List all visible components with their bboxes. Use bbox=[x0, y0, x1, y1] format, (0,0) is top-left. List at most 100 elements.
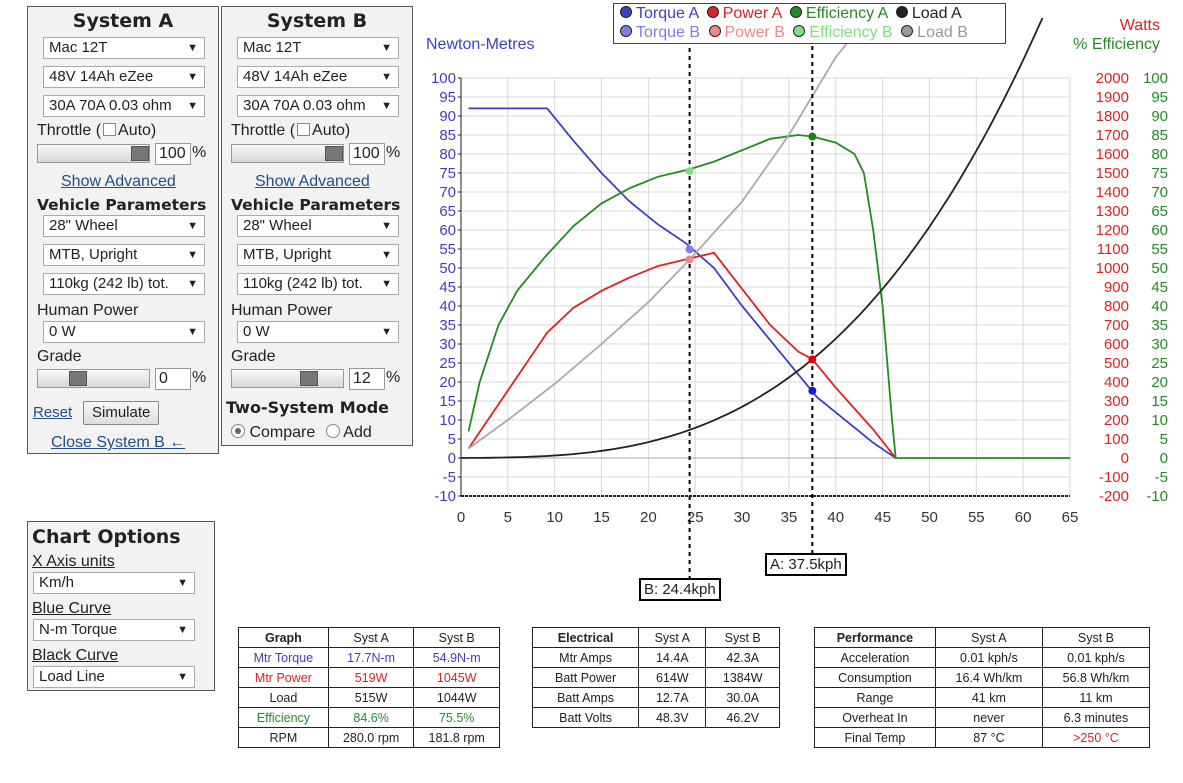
x-tick-label: 15 bbox=[593, 509, 610, 526]
table-cell: Mtr Power bbox=[238, 667, 329, 688]
y-tick-label-efficiency: 100 bbox=[1143, 70, 1168, 87]
table-row: Consumption 16.4 Wh/km 56.8 Wh/km bbox=[814, 667, 1151, 688]
table-cell: never bbox=[934, 707, 1043, 728]
slider-thumb[interactable] bbox=[69, 371, 87, 386]
y-tick-label-efficiency: -10 bbox=[1146, 488, 1168, 505]
controller-select-a[interactable]: 30A 70A 0.03 ohm ▼ bbox=[43, 95, 205, 117]
human-power-label-a: Human Power bbox=[37, 302, 139, 319]
grade-slider-b[interactable] bbox=[231, 369, 344, 388]
legend-item-power-b[interactable]: Power B bbox=[708, 24, 785, 41]
percent-label: % bbox=[386, 369, 401, 386]
chevron-down-icon: ▼ bbox=[177, 577, 188, 589]
human-power-select-b[interactable]: 0 W ▼ bbox=[237, 321, 399, 343]
legend-item-load-b[interactable]: Load B bbox=[901, 24, 968, 41]
motor-select-a[interactable]: Mac 12T ▼ bbox=[43, 37, 205, 59]
x-tick-label: 45 bbox=[874, 509, 891, 526]
auto-checkbox-a[interactable] bbox=[103, 123, 117, 136]
controller-select-b[interactable]: 30A 70A 0.03 ohm ▼ bbox=[237, 95, 399, 117]
table-cell: 30.0A bbox=[705, 687, 780, 708]
table-cell: 84.6% bbox=[327, 707, 415, 728]
y-tick-label-watts: 900 bbox=[1104, 279, 1129, 296]
vehicle-params-heading-a: Vehicle Parameters bbox=[37, 196, 207, 214]
grade-slider-a[interactable] bbox=[37, 369, 150, 388]
throttle-label-b: Throttle (Auto) bbox=[231, 122, 351, 139]
table-row: Final Temp 87 °C >250 °C bbox=[814, 727, 1151, 748]
black-curve-select[interactable]: Load Line ▼ bbox=[33, 666, 195, 688]
y-tick-label-efficiency: 60 bbox=[1151, 222, 1168, 239]
marker-label-a[interactable]: A: 37.5kph bbox=[765, 553, 847, 576]
y-tick-label-left: 0 bbox=[448, 450, 456, 467]
x-tick-label: 0 bbox=[457, 509, 465, 526]
close-system-b-link[interactable]: Close System B ← bbox=[51, 434, 186, 451]
two-system-mode-heading: Two-System Mode bbox=[226, 398, 390, 417]
y-tick-label-watts: 1900 bbox=[1096, 89, 1129, 106]
grade-input-b[interactable]: 12 bbox=[349, 368, 385, 390]
slider-thumb[interactable] bbox=[131, 146, 149, 161]
wheel-select-a[interactable]: 28" Wheel ▼ bbox=[43, 215, 205, 237]
wheel-select-b[interactable]: 28" Wheel ▼ bbox=[237, 215, 399, 237]
x-axis-units-select[interactable]: Km/h ▼ bbox=[33, 572, 195, 594]
marker-label-b[interactable]: B: 24.4kph bbox=[639, 578, 721, 601]
slider-thumb[interactable] bbox=[325, 146, 343, 161]
show-advanced-link-b[interactable]: Show Advanced bbox=[255, 173, 370, 190]
legend-row-b: Torque B Power B Efficiency B Load B bbox=[620, 24, 968, 42]
x-tick-label: 60 bbox=[1015, 509, 1032, 526]
compare-radio[interactable] bbox=[231, 424, 245, 438]
y-tick-label-left: 70 bbox=[439, 184, 456, 201]
throttle-input-b[interactable]: 100 bbox=[349, 143, 385, 165]
throttle-input-a[interactable]: 100 bbox=[155, 143, 191, 165]
y-tick-label-left: 55 bbox=[439, 241, 456, 258]
legend-item-power-a[interactable]: Power A bbox=[706, 5, 781, 22]
blue-curve-select[interactable]: N-m Torque ▼ bbox=[33, 619, 195, 641]
y-tick-label-efficiency: 30 bbox=[1151, 336, 1168, 353]
percent-label: % bbox=[386, 144, 401, 161]
weight-select-b[interactable]: 110kg (242 lb) tot. ▼ bbox=[237, 273, 399, 295]
grade-input-a[interactable]: 0 bbox=[155, 368, 191, 390]
y-tick-label-efficiency: -5 bbox=[1155, 469, 1168, 486]
reset-link[interactable]: Reset bbox=[33, 404, 73, 421]
x-tick-label: 40 bbox=[827, 509, 844, 526]
auto-checkbox-b[interactable] bbox=[297, 123, 311, 136]
legend-item-torque-b[interactable]: Torque B bbox=[620, 24, 700, 41]
legend-item-torque-a[interactable]: Torque A bbox=[620, 5, 698, 22]
chevron-down-icon: ▼ bbox=[381, 278, 392, 290]
table-cell: 1384W bbox=[705, 667, 780, 688]
table-header: Syst B bbox=[1041, 627, 1151, 648]
table-cell: 1045W bbox=[413, 667, 500, 688]
chevron-down-icon: ▼ bbox=[187, 326, 198, 338]
x-tick-label: 50 bbox=[921, 509, 938, 526]
y-tick-label-watts: 100 bbox=[1104, 431, 1129, 448]
grade-label-b: Grade bbox=[231, 348, 276, 365]
weight-select-a[interactable]: 110kg (242 lb) tot. ▼ bbox=[43, 273, 205, 295]
table-cell: 41 km bbox=[934, 687, 1043, 708]
motor-select-b[interactable]: Mac 12T ▼ bbox=[237, 37, 399, 59]
y-tick-label-left: 100 bbox=[431, 70, 456, 87]
bike-select-a[interactable]: MTB, Upright ▼ bbox=[43, 244, 205, 266]
chevron-down-icon: ▼ bbox=[381, 326, 392, 338]
series-line-efficiency-a bbox=[467, 134, 1070, 459]
table-cell: 42.3A bbox=[705, 647, 780, 668]
show-advanced-link-a[interactable]: Show Advanced bbox=[61, 173, 176, 190]
system-a-title: System A bbox=[72, 10, 174, 32]
battery-select-a[interactable]: 48V 14Ah eZee ▼ bbox=[43, 66, 205, 88]
legend-item-efficiency-a[interactable]: Efficiency A bbox=[789, 5, 887, 22]
compare-label: Compare bbox=[249, 424, 316, 441]
table-cell: Batt Volts bbox=[531, 707, 640, 728]
bike-select-b[interactable]: MTB, Upright ▼ bbox=[237, 244, 399, 266]
simulate-button[interactable]: Simulate bbox=[83, 401, 160, 425]
y-tick-label-left: 85 bbox=[439, 127, 456, 144]
throttle-slider-a[interactable] bbox=[37, 144, 150, 163]
human-power-select-a[interactable]: 0 W ▼ bbox=[43, 321, 205, 343]
point-efficiency-a bbox=[808, 132, 817, 141]
slider-thumb[interactable] bbox=[300, 371, 318, 386]
point-power-b bbox=[685, 255, 694, 264]
legend-item-efficiency-b[interactable]: Efficiency B bbox=[793, 24, 893, 41]
performance-chart[interactable]: 0 5 10 15 20 25 30 35 40 45 50 55 60 6510095908580757… bbox=[0, 0, 1183, 610]
add-radio[interactable] bbox=[325, 424, 340, 438]
table-cell: Load bbox=[238, 687, 329, 708]
throttle-slider-b[interactable] bbox=[231, 144, 344, 163]
battery-select-b[interactable]: 48V 14Ah eZee ▼ bbox=[237, 66, 399, 88]
legend-item-load-a[interactable]: Load A bbox=[895, 5, 962, 22]
table-header: Syst A bbox=[934, 627, 1043, 648]
chevron-down-icon: ▼ bbox=[381, 71, 392, 83]
